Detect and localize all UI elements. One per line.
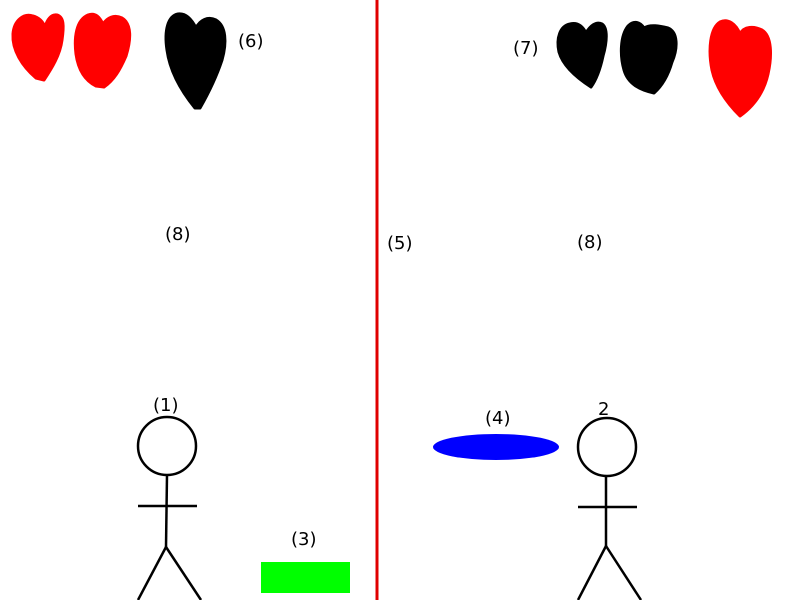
player-1-left-leg	[136, 546, 168, 600]
label-divider: (5)	[387, 233, 413, 254]
blue-disc[interactable]	[433, 434, 559, 460]
player-1-figure[interactable]	[136, 415, 203, 600]
player-2-left-leg	[576, 545, 608, 600]
player-1-head	[136, 415, 198, 477]
right-lives	[556, 19, 772, 118]
label-right-field: (8)	[577, 232, 603, 253]
player-1-right-leg	[164, 546, 203, 600]
left-lives	[11, 12, 227, 110]
label-left-field: (8)	[165, 224, 191, 245]
player-2-figure[interactable]	[576, 416, 643, 600]
label-disc: (4)	[485, 408, 511, 429]
right-heart-3	[708, 19, 772, 118]
left-heart-2	[73, 12, 132, 89]
player-1-body	[164, 474, 169, 548]
label-box: (3)	[291, 529, 317, 550]
player-2-right-leg	[604, 545, 643, 600]
green-box[interactable]	[261, 562, 350, 593]
label-player-2: 2	[598, 399, 610, 420]
player-2-head	[576, 416, 638, 478]
label-left-hearts: (6)	[238, 31, 264, 52]
right-heart-2	[619, 20, 678, 95]
right-heart-1	[556, 21, 608, 89]
left-heart-3	[164, 12, 227, 110]
left-heart-1	[11, 13, 65, 82]
label-player-1: (1)	[153, 395, 179, 416]
label-right-hearts: (7)	[513, 38, 539, 59]
